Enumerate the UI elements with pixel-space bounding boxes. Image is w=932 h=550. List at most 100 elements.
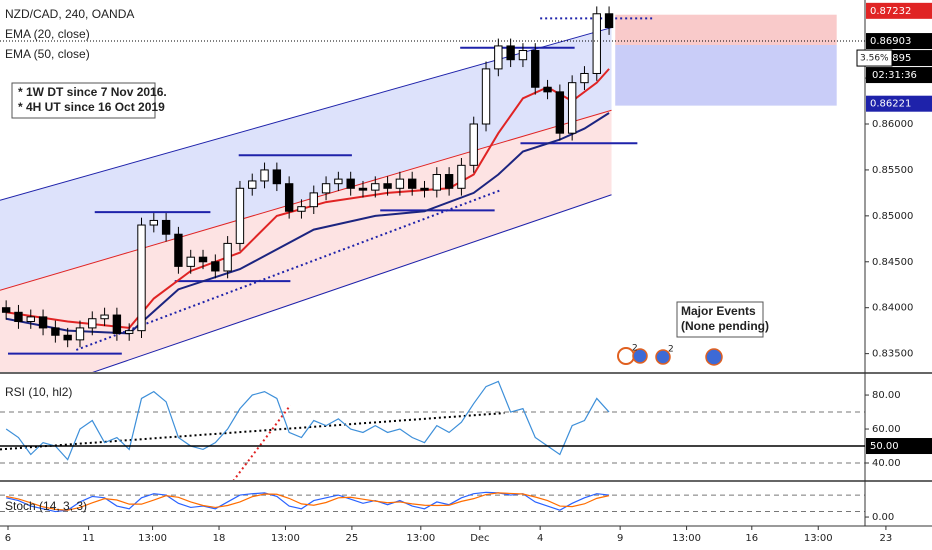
candle-body — [371, 183, 380, 191]
candle-body — [112, 314, 122, 334]
candle-body — [334, 178, 343, 185]
countdown: 02:31:36 — [872, 70, 917, 81]
x-tick-label: 16 — [745, 533, 758, 544]
candle-body — [432, 174, 441, 191]
note: * 4H UT since 16 Oct 2019 — [18, 100, 165, 114]
candle-body — [358, 187, 368, 191]
x-tick-label: 13:00 — [271, 533, 300, 544]
position-pct-box — [856, 49, 893, 67]
baseline-label: 50.00 — [870, 441, 899, 452]
legend-entry: EMA (50, close) — [5, 47, 90, 61]
event-count: 2 — [632, 344, 638, 354]
candle-body — [518, 50, 528, 61]
candle-body — [420, 187, 429, 191]
event-icon[interactable]: 2 — [617, 344, 648, 365]
candle-body — [592, 13, 601, 74]
candle-body — [555, 91, 565, 134]
price-badge-label: 0.87232 — [870, 6, 911, 17]
candle-body — [211, 261, 220, 272]
candle-body — [223, 242, 232, 272]
events-status: (None pending) — [681, 319, 769, 333]
candle-body — [383, 183, 392, 189]
note-box — [11, 82, 156, 119]
baseline-badge — [866, 438, 932, 455]
candle-body — [26, 316, 35, 322]
event-icon[interactable]: 2 — [655, 345, 674, 365]
candle-body — [75, 327, 85, 341]
candle-body — [531, 50, 540, 88]
price-badge — [866, 95, 932, 112]
x-tick-label: 13:00 — [672, 533, 701, 544]
rsi-title: RSI (10, hl2) — [5, 385, 72, 399]
position-pct: 3.56% — [860, 54, 889, 64]
candle-body — [395, 178, 405, 189]
price-badge-label: 0.86903 — [870, 36, 911, 47]
candle-body — [444, 174, 454, 189]
x-tick-label: 18 — [213, 533, 226, 544]
event-icon-flag — [632, 348, 648, 364]
candle-body — [88, 318, 97, 329]
y-tick-label: 0.84500 — [872, 257, 913, 268]
channel-middle — [0, 109, 612, 291]
candle-body — [604, 13, 614, 29]
position-target — [615, 45, 837, 106]
candle-body — [457, 164, 466, 189]
candle-body — [235, 187, 245, 244]
event-icon[interactable] — [705, 348, 723, 366]
candle-body — [51, 327, 60, 336]
y-tick-label: 0.86000 — [872, 119, 913, 130]
y-tick-label: 80.00 — [872, 390, 901, 401]
position-stop — [615, 14, 837, 46]
y-tick-label: 0.85000 — [872, 211, 913, 222]
candle-body — [580, 72, 589, 84]
x-tick-label: 13:00 — [804, 533, 833, 544]
candle-body — [543, 86, 552, 93]
y-tick-label: 0.84000 — [872, 303, 913, 314]
rsi-pane — [0, 380, 865, 480]
candle-body — [198, 256, 208, 263]
chart-title: NZD/CAD, 240, OANDA — [5, 7, 134, 21]
candle-body — [14, 311, 23, 322]
candle-body — [63, 334, 72, 341]
candle-body — [125, 330, 134, 334]
trendline — [0, 412, 505, 451]
channel-lower — [92, 194, 612, 372]
candle-body — [186, 256, 195, 267]
candle-body — [38, 316, 48, 329]
stoch-title: Stoch (14, 3, 3) — [5, 499, 87, 513]
candle-body — [260, 169, 269, 182]
x-tick-label: 13:00 — [406, 533, 435, 544]
candle-body — [174, 233, 183, 267]
y-tick-label: 40.00 — [872, 458, 901, 469]
x-tick-label: 9 — [617, 533, 623, 544]
candle-body — [248, 180, 257, 189]
candle-body — [494, 45, 503, 70]
price-pane — [0, 6, 837, 372]
candle-body — [469, 123, 478, 166]
y-tick-label: 0.83500 — [872, 349, 913, 360]
price-badge — [866, 33, 932, 50]
candle-body — [284, 183, 294, 212]
candle-body — [346, 178, 355, 189]
event-icon-flag — [655, 349, 671, 365]
x-tick-label: 25 — [346, 533, 359, 544]
price-badge-label: 0.86221 — [870, 99, 911, 110]
events-title: Major Events — [681, 304, 756, 318]
candle-body — [506, 45, 515, 61]
note: * 1W DT since 7 Nov 2016. — [18, 85, 167, 99]
x-tick-label: 23 — [880, 533, 893, 544]
x-tick-label: Dec — [470, 533, 489, 544]
trendline — [75, 189, 502, 351]
candle-body — [149, 219, 158, 226]
candle-body — [481, 68, 491, 125]
x-tick-label: 6 — [5, 533, 11, 544]
event-count: 2 — [668, 345, 674, 355]
candle-body — [309, 192, 318, 208]
events-box — [676, 301, 764, 338]
stoch-pane — [0, 491, 865, 513]
x-tick-label: 11 — [82, 533, 95, 544]
legend-entry: EMA (20, close) — [5, 27, 90, 41]
candle-body — [408, 178, 417, 189]
